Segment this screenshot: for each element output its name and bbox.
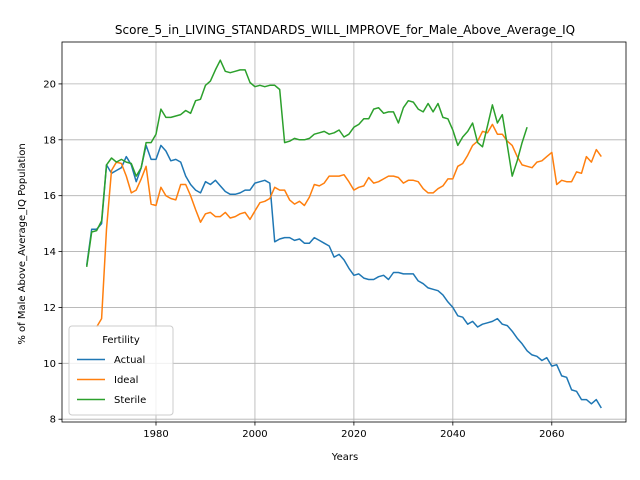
chart-title: Score_5_in_LIVING_STANDARDS_WILL_IMPROVE… (115, 23, 575, 37)
x-tick-label: 1980 (143, 429, 168, 440)
series-line-ideal (95, 123, 602, 328)
y-tick-label: 12 (43, 303, 56, 314)
series-line-actual (85, 144, 602, 409)
y-tick-label: 18 (43, 135, 56, 146)
y-tick-label: 20 (43, 79, 56, 90)
axes-frame (61, 41, 627, 423)
x-tick-label: 2060 (539, 429, 564, 440)
legend-box (68, 325, 174, 416)
y-tick-label: 16 (43, 191, 56, 202)
legend-title: Fertility (102, 335, 140, 346)
legend-label-sterile: Sterile (114, 395, 146, 406)
x-tick-label: 2040 (440, 429, 465, 440)
y-tick-label: 8 (50, 415, 56, 426)
series-line-sterile (85, 59, 528, 268)
legend-label-ideal: Ideal (114, 375, 138, 386)
y-tick-label: 10 (43, 359, 56, 370)
legend-label-actual: Actual (114, 355, 145, 366)
legend: Fertility Actual Ideal Sterile (68, 325, 174, 416)
plot-area: 1980 2000 2020 2040 2060 8 10 12 14 16 18 20 (43, 41, 627, 440)
y-axis-label: % of Male Above_Average_IQ Population (17, 143, 28, 344)
x-axis-label: Years (331, 452, 358, 463)
x-tick-label: 2000 (242, 429, 267, 440)
x-tick-label: 2020 (341, 429, 366, 440)
y-tick-label: 14 (43, 247, 56, 258)
